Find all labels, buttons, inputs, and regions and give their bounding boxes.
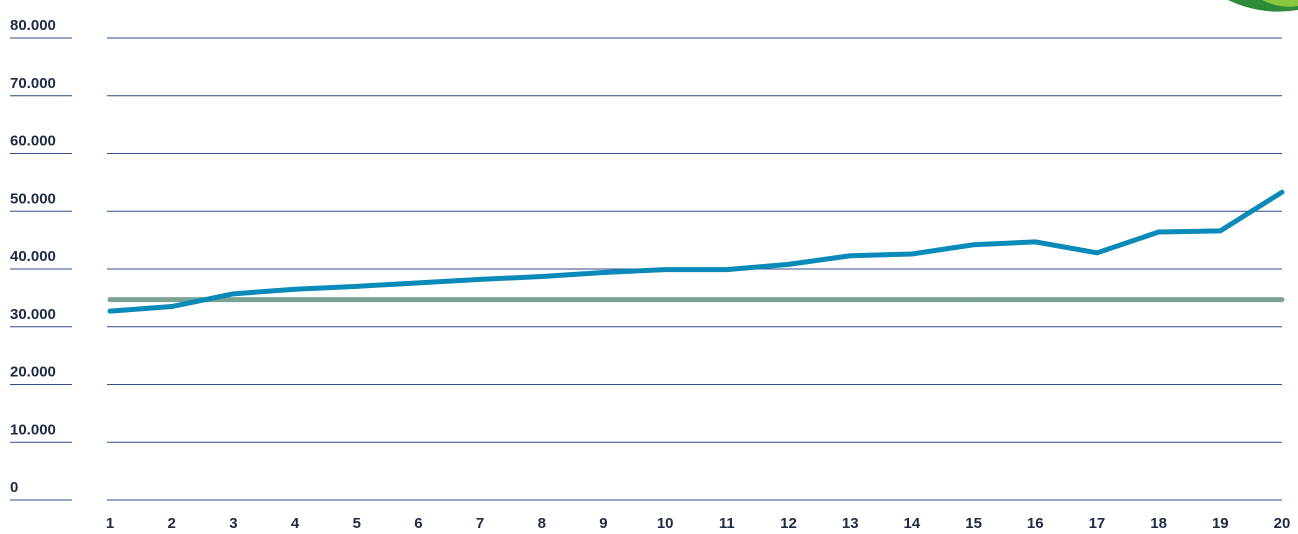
data-point bbox=[1033, 240, 1037, 244]
series-line-main bbox=[107, 189, 1285, 314]
x-tick-label: 11 bbox=[719, 515, 735, 532]
data-point bbox=[787, 262, 791, 266]
y-tick-label: 30.000 bbox=[10, 306, 56, 323]
data-point bbox=[663, 268, 667, 272]
data-point bbox=[540, 275, 544, 279]
y-tick-label: 50.000 bbox=[10, 190, 56, 207]
y-tick-label: 60.000 bbox=[10, 133, 56, 150]
y-tick-label: 80.000 bbox=[10, 17, 56, 34]
data-point bbox=[663, 298, 667, 302]
x-tick-label: 2 bbox=[168, 515, 176, 532]
data-point bbox=[293, 287, 297, 291]
data-point bbox=[231, 292, 235, 296]
data-point bbox=[972, 298, 976, 302]
x-tick-label: 17 bbox=[1089, 515, 1106, 532]
x-tick-label: 13 bbox=[842, 515, 859, 532]
data-point bbox=[170, 298, 174, 302]
x-tick-label: 7 bbox=[476, 515, 484, 532]
x-tick-label: 5 bbox=[353, 515, 361, 532]
data-point bbox=[293, 298, 297, 302]
data-point bbox=[231, 298, 235, 302]
y-tick-label: 40.000 bbox=[10, 248, 56, 265]
data-point bbox=[1218, 298, 1222, 302]
data-point bbox=[787, 298, 791, 302]
x-tick-label: 8 bbox=[538, 515, 546, 532]
x-tick-label: 10 bbox=[657, 515, 674, 532]
data-point bbox=[910, 298, 914, 302]
data-point bbox=[355, 284, 359, 288]
data-point bbox=[478, 277, 482, 281]
y-tick-label: 20.000 bbox=[10, 364, 56, 381]
data-point bbox=[1033, 298, 1037, 302]
data-point bbox=[1157, 230, 1161, 234]
x-tick-label: 19 bbox=[1212, 515, 1229, 532]
x-tick-label: 20 bbox=[1274, 515, 1291, 532]
data-point bbox=[1095, 251, 1099, 255]
data-point bbox=[1280, 298, 1284, 302]
data-point bbox=[478, 298, 482, 302]
data-point bbox=[540, 298, 544, 302]
data-point bbox=[1095, 298, 1099, 302]
data-point bbox=[1280, 190, 1284, 194]
x-tick-label: 9 bbox=[599, 515, 607, 532]
data-point bbox=[725, 298, 729, 302]
x-tick-label: 12 bbox=[780, 515, 797, 532]
y-tick-label: 0 bbox=[10, 479, 18, 496]
data-point bbox=[108, 309, 112, 313]
x-tick-label: 15 bbox=[965, 515, 982, 532]
data-point bbox=[416, 298, 420, 302]
x-tick-label: 16 bbox=[1027, 515, 1044, 532]
x-tick-label: 18 bbox=[1150, 515, 1167, 532]
x-tick-label: 3 bbox=[229, 515, 237, 532]
x-tick-label: 4 bbox=[291, 515, 300, 532]
data-point bbox=[725, 268, 729, 272]
y-tick-label: 70.000 bbox=[10, 75, 56, 92]
data-point bbox=[972, 243, 976, 247]
data-point bbox=[416, 281, 420, 285]
data-point bbox=[601, 298, 605, 302]
series-lines bbox=[107, 189, 1285, 314]
data-point bbox=[1157, 298, 1161, 302]
data-point bbox=[910, 252, 914, 256]
x-axis-tick-labels: 1 2 3 4 5 6 7 8 9 10 11 12 13 14 15 16 17 18 19 20 bbox=[106, 515, 1291, 532]
data-point bbox=[1218, 229, 1222, 233]
y-axis-tick-labels: 0 10.000 20.000 30.000 40.000 50.000 60.000 70.… bbox=[10, 17, 56, 496]
data-point bbox=[355, 298, 359, 302]
data-point bbox=[170, 305, 174, 309]
data-point bbox=[108, 298, 112, 302]
corner-logo bbox=[1228, 0, 1298, 12]
x-tick-label: 1 bbox=[106, 515, 114, 532]
logo-light-shape bbox=[1262, 0, 1298, 7]
data-point bbox=[848, 254, 852, 258]
data-point bbox=[848, 298, 852, 302]
data-point bbox=[601, 270, 605, 274]
x-tick-label: 6 bbox=[414, 515, 422, 532]
y-tick-label: 10.000 bbox=[10, 421, 56, 438]
x-tick-label: 14 bbox=[904, 515, 921, 532]
